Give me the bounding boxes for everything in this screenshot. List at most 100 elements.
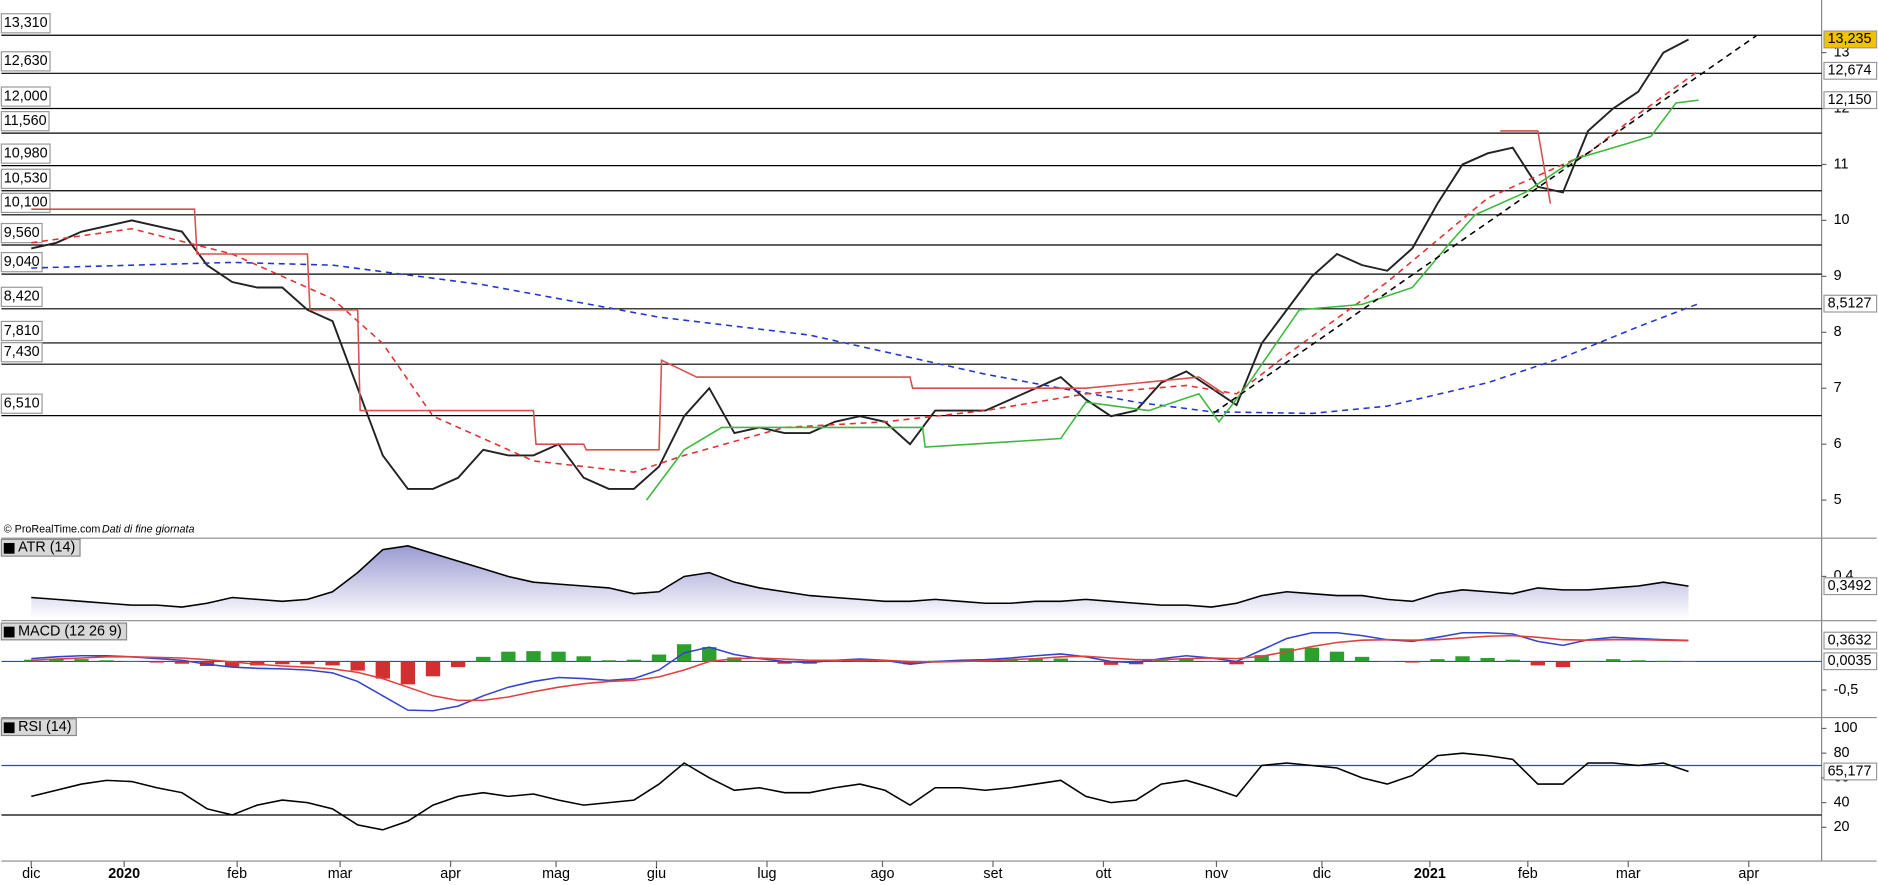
panel-title-icon: [3, 542, 15, 554]
value-tag: [1823, 577, 1878, 596]
level-label-box: [0, 51, 51, 72]
value-tag: [1823, 652, 1878, 671]
histogram-bar: [1053, 658, 1068, 662]
y-tick-label: 20: [1834, 819, 1850, 835]
histogram-bar: [174, 661, 190, 664]
level-label-box: [0, 320, 43, 342]
panel-title-box: [0, 622, 128, 641]
y-tick-label: 10: [1834, 212, 1850, 228]
y-tick-label: 100: [1834, 720, 1858, 736]
x-tick-label: ago: [871, 866, 895, 882]
histogram-bar: [501, 651, 516, 662]
histogram-bar: [1003, 659, 1018, 662]
x-tick-label: 2021: [1414, 866, 1446, 882]
level-label: 12,000: [4, 88, 48, 104]
histogram-bar: [727, 657, 742, 662]
x-tick-label: apr: [440, 866, 461, 882]
x-tick-label: ott: [1095, 866, 1111, 882]
x-tick-label: mag: [542, 866, 570, 882]
histogram-bar: [1580, 660, 1596, 662]
y-tick-label: 7: [1834, 380, 1842, 396]
value-tag: [1823, 294, 1878, 313]
histogram-bar: [1430, 659, 1445, 662]
histogram-bar: [752, 661, 767, 663]
histogram-bar: [250, 661, 265, 666]
histogram-bar: [400, 661, 416, 685]
histogram-bar: [1354, 656, 1370, 662]
x-tick-label: set: [983, 866, 1002, 882]
level-label-box: [0, 393, 43, 414]
histogram-bar: [224, 661, 240, 667]
panel-title: RSI (14): [18, 719, 71, 735]
level-label: 10,100: [4, 195, 48, 211]
histogram-bar: [1304, 647, 1320, 662]
histogram-bar: [1103, 661, 1119, 665]
level-label: 12,630: [4, 53, 48, 69]
note: Dati di fine giornata: [102, 524, 195, 536]
histogram-bar: [149, 661, 164, 663]
y-tick-label: 8: [1834, 324, 1842, 340]
x-tick-label: dic: [1313, 866, 1331, 882]
panel-title: ATR (14): [18, 540, 75, 556]
y-tick-label: 6: [1834, 436, 1842, 452]
level-label: 6,510: [4, 395, 40, 411]
x-tick-label: mar: [1616, 866, 1641, 882]
x-tick-label: 2020: [108, 866, 140, 882]
level-label-box: [0, 111, 50, 132]
histogram-bar: [49, 659, 64, 662]
histogram-bar: [1606, 659, 1621, 662]
histogram-bar: [300, 661, 315, 665]
x-tick-label: feb: [227, 866, 247, 882]
histogram-bar: [375, 661, 390, 679]
level-label-box: [0, 342, 43, 363]
histogram-bar: [1631, 660, 1646, 662]
panel-title-icon: [3, 626, 15, 638]
level-label-box: [0, 13, 51, 34]
value-tag-label: 12,674: [1828, 63, 1872, 79]
histogram-bar: [1154, 660, 1169, 662]
level-label: 9,560: [4, 225, 40, 241]
histogram-bar: [24, 659, 39, 662]
histogram-bar: [651, 654, 667, 662]
histogram-bar: [74, 659, 89, 662]
level-label: 10,980: [4, 145, 48, 161]
series-line: [645, 99, 1699, 501]
value-tag-label: 13,235: [1828, 31, 1872, 47]
histogram-bar: [476, 656, 491, 662]
value-tag-label: 8,5127: [1828, 295, 1872, 311]
y-tick-label: -0,5: [1834, 682, 1859, 698]
level-label: 7,430: [4, 344, 40, 360]
histogram-bar: [350, 661, 365, 671]
histogram-bar: [1179, 658, 1194, 662]
y-tick-label: 80: [1834, 745, 1850, 761]
histogram-bar: [1405, 661, 1420, 663]
histogram-bar: [702, 647, 717, 662]
histogram-bar: [626, 659, 642, 662]
histogram-bar: [1555, 661, 1571, 668]
level-label-box: [0, 168, 51, 189]
level-label: 13,310: [4, 15, 48, 31]
level-label: 7,810: [4, 323, 40, 339]
histogram-bar: [450, 661, 466, 668]
level-label-box: [0, 251, 43, 273]
area: [31, 545, 1689, 620]
level-label-box: [0, 222, 43, 244]
histogram-bar: [526, 651, 541, 662]
source: © ProRealTime.com: [4, 524, 101, 536]
level-label-box: [0, 192, 51, 214]
histogram-bar: [1530, 661, 1546, 666]
histogram-bar: [1455, 656, 1470, 662]
panel-title-box: [0, 538, 81, 557]
series-line: [31, 631, 1689, 712]
x-tick-label: lug: [757, 866, 776, 882]
value-tag-label: 65,177: [1828, 763, 1872, 779]
histogram-bar: [1078, 661, 1094, 663]
panel-title: MACD (12 26 9): [18, 623, 122, 639]
histogram-bar: [425, 661, 441, 677]
histogram-bar: [124, 661, 139, 663]
y-tick-label: 9: [1834, 268, 1842, 284]
series-line: [31, 130, 1552, 451]
x-tick-label: mar: [328, 866, 353, 882]
x-tick-label: feb: [1518, 866, 1538, 882]
